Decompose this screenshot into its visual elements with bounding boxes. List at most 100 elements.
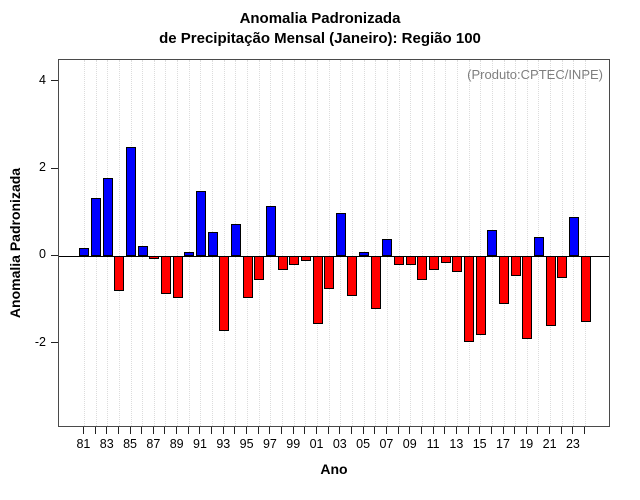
x-tick-label: 09 — [402, 437, 417, 451]
gridline — [153, 60, 155, 426]
bar-1998 — [277, 256, 288, 270]
x-tick-label: 21 — [542, 437, 557, 451]
x-tick — [479, 427, 481, 434]
y-axis-title: Anomalia Padronizada — [7, 167, 23, 319]
gridline — [515, 60, 517, 426]
x-tick — [129, 427, 131, 434]
chart-title: Anomalia Padronizada de Precipitação Men… — [0, 9, 640, 49]
y-tick-label: -2 — [34, 334, 46, 349]
y-tick — [51, 167, 58, 169]
y-tick-label: 4 — [39, 72, 46, 87]
product-credit: (Produto:CPTEC/INPE) — [467, 67, 603, 82]
gridline — [282, 60, 284, 426]
bar-1999 — [289, 256, 300, 266]
x-tick-label: 19 — [519, 437, 534, 451]
bar-1997 — [265, 206, 276, 257]
x-tick — [304, 427, 306, 434]
x-tick — [385, 427, 387, 434]
bar-2020 — [533, 236, 544, 257]
gridline — [223, 60, 225, 426]
gridline — [142, 60, 144, 426]
bar-2018 — [510, 256, 521, 277]
gridline — [247, 60, 249, 426]
bar-1982 — [91, 197, 102, 257]
x-tick-label: 15 — [472, 437, 487, 451]
chart-title-line2: de Precipitação Mensal (Janeiro): Região… — [159, 30, 481, 47]
x-tick — [525, 427, 527, 434]
bar-1990 — [184, 252, 195, 257]
gridline — [328, 60, 330, 426]
y-tick — [51, 80, 58, 82]
bar-2007 — [382, 238, 393, 257]
bar-2004 — [347, 256, 358, 296]
x-tick-label: 81 — [76, 437, 91, 451]
gridline — [83, 60, 85, 426]
gridline — [456, 60, 458, 426]
x-tick — [397, 427, 399, 434]
bar-1983 — [102, 177, 113, 257]
bar-1991 — [195, 190, 206, 257]
x-tick — [269, 427, 271, 434]
gridline — [305, 60, 307, 426]
x-tick-label: 11 — [426, 437, 440, 451]
x-tick-label: 01 — [309, 437, 324, 451]
x-tick — [82, 427, 84, 434]
x-tick-label: 07 — [379, 437, 394, 451]
x-tick-label: 97 — [262, 437, 277, 451]
x-tick — [281, 427, 283, 434]
bar-2010 — [417, 256, 428, 281]
x-tick — [339, 427, 341, 434]
bar-2006 — [370, 256, 381, 309]
gridline — [585, 60, 587, 426]
x-tick-label: 05 — [356, 437, 371, 451]
x-axis-title: Ano — [320, 461, 348, 477]
gridline — [433, 60, 435, 426]
y-tick — [51, 254, 58, 256]
gridline — [317, 60, 319, 426]
gridline — [118, 60, 120, 426]
x-tick — [316, 427, 318, 434]
y-tick-label: 0 — [39, 247, 46, 262]
gridline — [503, 60, 505, 426]
gridline — [561, 60, 563, 426]
x-tick — [246, 427, 248, 434]
x-tick-label: 95 — [239, 437, 254, 451]
bar-2013 — [452, 256, 463, 272]
x-tick — [152, 427, 154, 434]
plot-area — [58, 59, 610, 427]
gridline — [398, 60, 400, 426]
x-tick — [234, 427, 236, 434]
bar-2015 — [475, 256, 486, 335]
bar-2024 — [580, 256, 591, 322]
x-tick-label: 17 — [496, 437, 510, 451]
x-tick — [490, 427, 492, 434]
bar-2014 — [464, 256, 475, 342]
y-tick — [51, 342, 58, 344]
x-tick — [176, 427, 178, 434]
bar-2002 — [324, 256, 335, 290]
x-tick — [350, 427, 352, 434]
x-tick-label: 91 — [193, 437, 207, 451]
x-tick-label: 23 — [565, 437, 580, 451]
x-tick — [444, 427, 446, 434]
bar-2022 — [557, 256, 568, 279]
bar-1988 — [160, 256, 171, 294]
gridline — [468, 60, 470, 426]
x-tick — [164, 427, 166, 434]
bar-2021 — [545, 256, 556, 327]
x-tick-label: 03 — [332, 437, 347, 451]
x-tick-label: 87 — [146, 437, 161, 451]
x-tick — [222, 427, 224, 434]
bar-1989 — [172, 256, 183, 298]
gridline — [258, 60, 260, 426]
bar-2019 — [522, 256, 533, 340]
x-tick — [117, 427, 119, 434]
bar-1996 — [254, 256, 265, 281]
x-tick — [362, 427, 364, 434]
x-tick-label: 99 — [286, 437, 301, 451]
bar-1994 — [230, 223, 241, 257]
gridline — [351, 60, 353, 426]
x-tick — [187, 427, 189, 434]
gridline — [188, 60, 190, 426]
